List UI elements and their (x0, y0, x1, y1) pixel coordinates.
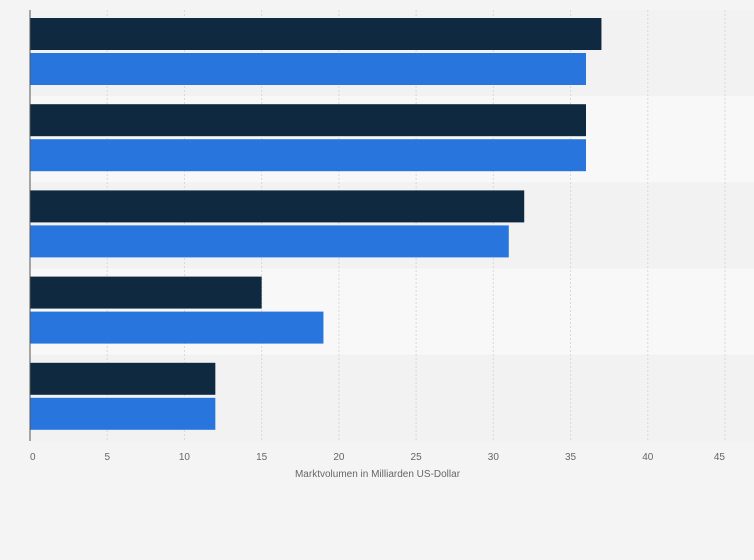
bar (30, 276, 262, 309)
x-tick-label: 40 (642, 452, 654, 463)
x-tick-label: 25 (411, 452, 423, 463)
bar (30, 104, 586, 137)
bar (30, 53, 586, 85)
bar (30, 18, 602, 50)
x-tick-label: 45 (714, 452, 726, 463)
bar (30, 362, 216, 395)
bar (30, 139, 586, 172)
x-tick-label: 20 (333, 452, 345, 463)
x-tick-label: 35 (565, 452, 577, 463)
x-tick-label: 0 (30, 452, 36, 463)
bar (30, 397, 216, 430)
x-tick-label: 10 (179, 452, 191, 463)
bar (30, 311, 324, 344)
x-tick-label: 5 (104, 452, 110, 463)
bar (30, 190, 525, 223)
bar (30, 225, 509, 258)
x-tick-label: 30 (488, 452, 500, 463)
x-tick-label: 15 (256, 452, 268, 463)
x-axis-title: Marktvolumen in Milliarden US-Dollar (295, 469, 461, 480)
